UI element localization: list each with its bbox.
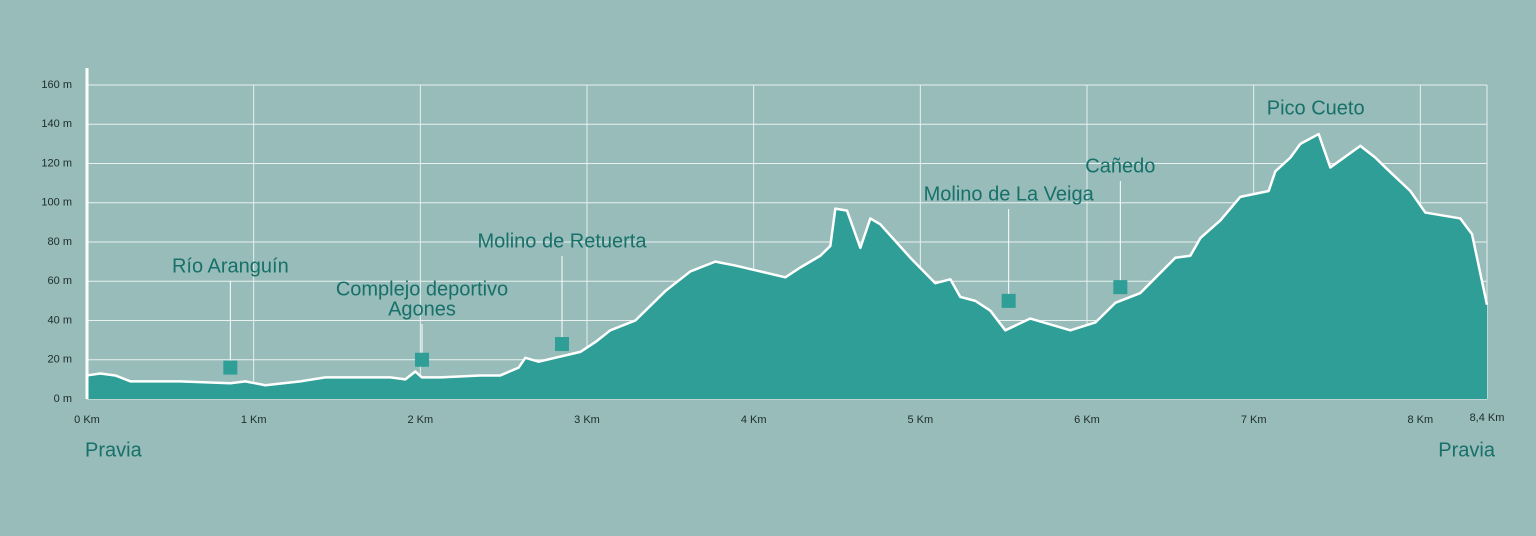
annotation-label: Cañedo xyxy=(1085,155,1155,177)
y-tick-label: 40 m xyxy=(48,314,72,326)
x-tick-label: 8,4 Km xyxy=(1470,412,1505,424)
annotation-marker xyxy=(1113,280,1128,295)
annotation-marker xyxy=(555,337,569,352)
end-label: Pravia xyxy=(1438,439,1496,461)
y-tick-label: 60 m xyxy=(48,275,72,287)
annotation-marker xyxy=(1001,293,1016,308)
elevation-line xyxy=(86,132,1489,387)
peak-label: Pico Cueto xyxy=(1267,97,1365,119)
y-tick-label: 0 m xyxy=(54,393,72,405)
elevation-area xyxy=(87,134,1487,399)
annotation-marker xyxy=(415,352,429,367)
annotation-label: Río Aranguín xyxy=(172,255,289,277)
x-tick-label: 4 Km xyxy=(741,414,767,426)
x-tick-label: 0 Km xyxy=(74,414,100,426)
annotation-label: Complejo deportivo xyxy=(336,278,508,300)
y-tick-label: 120 m xyxy=(41,157,72,169)
annotation-label: Molino de Retuerta xyxy=(478,230,648,252)
annotation-marker xyxy=(223,360,238,375)
y-tick-label: 140 m xyxy=(41,118,72,130)
x-tick-label: 5 Km xyxy=(907,414,933,426)
start-label: Pravia xyxy=(85,439,143,461)
x-tick-label: 2 Km xyxy=(407,414,433,426)
annotation-label: Molino de La Veiga xyxy=(924,183,1095,205)
y-tick-label: 20 m xyxy=(48,354,72,366)
x-tick-label: 7 Km xyxy=(1241,414,1267,426)
annotation-label: Agones xyxy=(388,298,456,320)
y-tick-label: 80 m xyxy=(48,236,72,248)
x-tick-label: 1 Km xyxy=(241,414,267,426)
x-tick-label: 8 Km xyxy=(1407,414,1433,426)
x-tick-label: 3 Km xyxy=(574,414,600,426)
y-tick-label: 100 m xyxy=(41,197,72,209)
x-tick-label: 6 Km xyxy=(1074,414,1100,426)
y-tick-label: 160 m xyxy=(41,79,72,91)
